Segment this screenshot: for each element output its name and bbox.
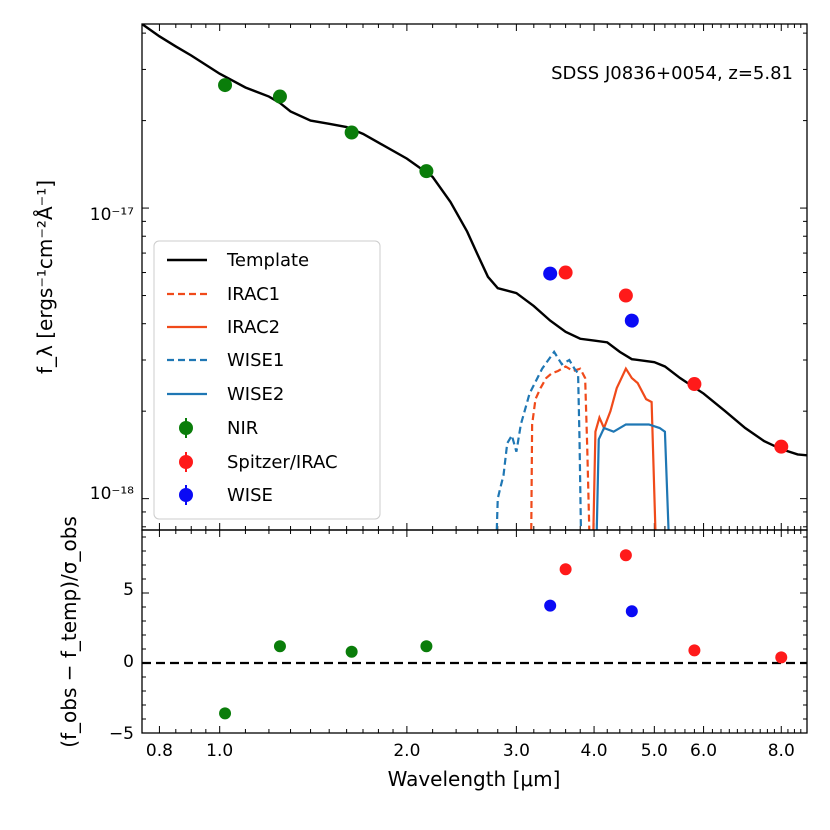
filter-curve-wise2 (595, 423, 670, 530)
x-tick-label-6.0: 6.0 (690, 741, 717, 761)
x-tick-label-1.0: 1.0 (206, 741, 233, 761)
bottom-point-wise-0 (544, 599, 557, 612)
x-tick-label-4.0: 4.0 (581, 741, 608, 761)
legend-label-wise: WISE (227, 485, 273, 506)
top-point-spitzer-irac-3 (774, 439, 789, 454)
top-point-spitzer-irac-0 (558, 265, 573, 280)
top-point-spitzer-irac-1 (618, 288, 633, 303)
x-tick-label-8.0: 8.0 (768, 741, 795, 761)
legend-label-nir: NIR (227, 418, 258, 439)
legend-box (153, 240, 381, 520)
top-data-points (218, 78, 789, 454)
y-tick-label-1e-17: 10⁻¹⁷ (90, 205, 134, 225)
legend-label-irac2: IRAC2 (227, 317, 280, 338)
x-tick-labels: 0.8 1.0 2.0 3.0 4.0 5.0 6.0 8.0 (146, 741, 795, 761)
filter-curve-irac2 (592, 366, 657, 530)
top-point-nir-0 (218, 78, 233, 93)
x-tick-label-3.0: 3.0 (503, 741, 530, 761)
y-tick-label-minus5: −5 (109, 724, 134, 744)
legend-marker-spitzer (179, 452, 193, 472)
legend-label-wise1: WISE1 (227, 350, 284, 371)
top-point-wise-1 (624, 313, 639, 328)
bottom-point-nir-3 (420, 640, 433, 653)
legend-marker-nir (179, 418, 193, 438)
legend-label-irac1: IRAC1 (227, 284, 280, 305)
x-axis-label: Wavelength [μm] (388, 767, 561, 791)
top-point-wise-0 (543, 266, 558, 281)
bottom-point-spitzer-irac-1 (619, 549, 632, 562)
legend-label-spitzer: Spitzer/IRAC (227, 452, 338, 473)
y-tick-label-1e-18: 10⁻¹⁸ (90, 484, 134, 504)
bottom-point-wise-1 (625, 605, 638, 618)
x-tick-label-5.0: 5.0 (641, 741, 668, 761)
top-panel: 10⁻¹⁷ 10⁻¹⁸ SDSS J0836+0054, z=5.81 f_λ … (33, 23, 808, 531)
bottom-panel-frame (141, 529, 808, 734)
bottom-data-points (219, 549, 788, 720)
x-tick-label-2.0: 2.0 (393, 741, 420, 761)
filter-curve-irac1 (530, 365, 591, 530)
bottom-point-nir-0 (219, 707, 232, 720)
bottom-point-spitzer-irac-2 (688, 644, 701, 657)
legend-marker-wise (179, 485, 193, 505)
bottom-y-axis-label: (f_obs − f_temp)/σ_obs (57, 516, 81, 748)
legend-label-wise2: WISE2 (227, 384, 284, 405)
x-tick-label-0.8: 0.8 (146, 741, 173, 761)
bottom-point-spitzer-irac-0 (559, 563, 572, 576)
bottom-panel-ticks (141, 530, 808, 734)
legend: Template IRAC1 IRAC2 WISE1 WISE2 NIR Spi… (153, 240, 381, 520)
top-point-nir-3 (419, 164, 434, 179)
bottom-point-spitzer-irac-3 (775, 651, 788, 664)
bottom-panel: −5 0 5 (f_obs − f_temp)/σ_obs (57, 516, 808, 748)
filter-curves (495, 349, 670, 530)
top-y-axis-label: f_λ [ergs⁻¹cm⁻²Å⁻¹] (33, 180, 57, 374)
top-point-nir-2 (344, 125, 359, 140)
y-tick-label-0: 0 (123, 652, 134, 672)
filter-curve-wise1 (495, 349, 583, 530)
top-point-spitzer-irac-2 (687, 377, 702, 392)
y-tick-label-5: 5 (123, 580, 134, 600)
top-point-nir-1 (272, 89, 287, 104)
bottom-point-nir-2 (345, 645, 358, 658)
chart-annotation: SDSS J0836+0054, z=5.81 (551, 63, 793, 84)
bottom-point-nir-1 (273, 640, 286, 653)
legend-label-template: Template (226, 250, 309, 271)
